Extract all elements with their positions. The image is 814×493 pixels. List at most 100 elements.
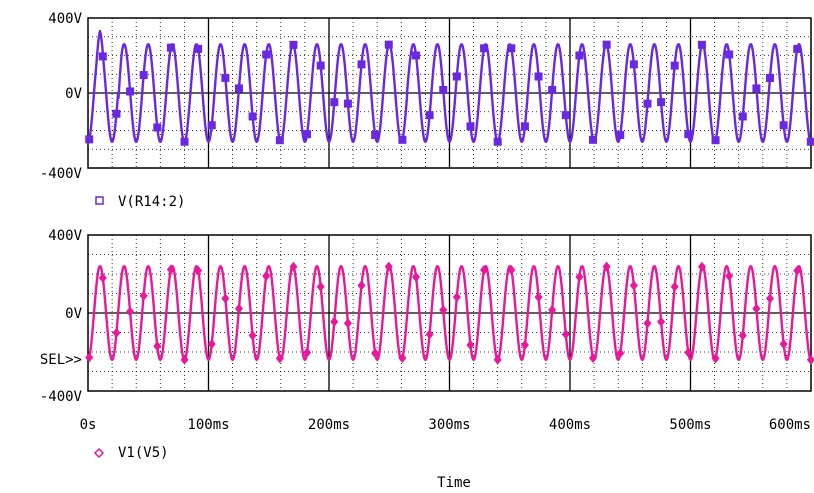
grid-top xyxy=(88,18,811,168)
series-marker xyxy=(738,330,747,341)
series-marker xyxy=(643,318,652,329)
series-marker xyxy=(126,87,135,96)
series-marker xyxy=(384,40,393,49)
series-marker xyxy=(316,281,325,292)
legend-label-top: V(R14:2) xyxy=(118,194,185,210)
y-tick-bottom-min: -400V xyxy=(40,389,83,405)
series-marker xyxy=(657,316,666,327)
series-marker xyxy=(602,261,611,272)
x-tick-label: 200ms xyxy=(308,417,350,433)
series-marker xyxy=(207,338,216,349)
series-marker xyxy=(98,272,107,283)
series-top xyxy=(85,29,814,146)
series-marker xyxy=(221,73,230,82)
series-marker xyxy=(85,135,94,144)
series-marker xyxy=(480,44,489,53)
x-tick-label: 0s xyxy=(80,417,97,433)
series-marker xyxy=(561,111,570,120)
series-marker xyxy=(711,353,720,364)
series-marker xyxy=(384,261,393,272)
legend-marker-square xyxy=(95,196,104,205)
series-marker xyxy=(520,122,529,131)
series-marker xyxy=(221,293,230,304)
series-marker xyxy=(112,109,121,118)
plot-top: 400V 0V -400V V(R14:2) xyxy=(40,11,814,210)
series-marker xyxy=(806,137,814,146)
plot-frame-bottom xyxy=(87,234,812,392)
series-bottom xyxy=(85,261,814,365)
series-marker xyxy=(520,340,529,351)
series-marker xyxy=(371,348,380,359)
series-marker xyxy=(548,305,557,316)
plot-frame-top xyxy=(87,17,812,169)
x-tick-label: 500ms xyxy=(669,417,711,433)
legend-marker-diamond xyxy=(93,447,105,459)
series-marker xyxy=(289,261,298,272)
series-marker xyxy=(561,329,570,340)
series-marker xyxy=(684,347,693,358)
series-marker xyxy=(806,354,814,365)
series-marker xyxy=(616,348,625,359)
series-marker xyxy=(166,43,175,52)
series-marker xyxy=(602,40,611,49)
series-marker xyxy=(289,40,298,49)
series-marker xyxy=(752,84,761,93)
series-marker xyxy=(534,292,543,303)
series-marker xyxy=(398,352,407,363)
plot-bottom: 400V 0V -400V SEL>> 0s 100ms 200ms 300ms 400… xyxy=(40,228,814,491)
series-marker xyxy=(112,327,121,338)
series-marker xyxy=(643,99,652,108)
series-marker xyxy=(166,264,175,275)
series-marker xyxy=(412,51,421,60)
series-line xyxy=(87,29,812,144)
series-marker xyxy=(303,130,312,139)
selector-marker[interactable]: SEL>> xyxy=(40,352,82,368)
series-marker xyxy=(766,293,775,304)
series-marker xyxy=(452,72,461,81)
series-marker xyxy=(316,61,325,70)
y-tick-bottom-max: 400V xyxy=(48,228,82,244)
series-marker xyxy=(412,271,421,282)
series-marker xyxy=(548,85,557,94)
series-marker xyxy=(629,60,638,69)
x-tick-label: 600ms xyxy=(769,417,811,433)
series-marker xyxy=(466,122,475,131)
grid-bottom xyxy=(88,235,811,391)
series-marker xyxy=(507,265,516,276)
series-marker xyxy=(153,341,162,352)
series-marker xyxy=(684,130,693,139)
series-marker xyxy=(629,280,638,291)
series-marker xyxy=(534,72,543,81)
series-marker xyxy=(657,98,666,107)
series-marker xyxy=(466,340,475,351)
series-marker xyxy=(725,50,734,59)
series-marker xyxy=(738,112,747,121)
series-marker xyxy=(180,354,189,365)
series-marker xyxy=(589,352,598,363)
series-marker xyxy=(303,347,312,358)
series-marker xyxy=(357,280,366,291)
x-axis-label: Time xyxy=(437,475,471,491)
series-marker xyxy=(752,303,761,314)
y-tick-top-min: -400V xyxy=(40,166,83,182)
series-marker xyxy=(493,137,502,146)
series-marker xyxy=(439,305,448,316)
series-marker xyxy=(766,73,775,82)
series-marker xyxy=(85,352,94,363)
series-marker xyxy=(670,61,679,70)
series-marker xyxy=(480,265,489,276)
series-marker xyxy=(126,306,135,317)
series-marker xyxy=(275,136,284,145)
series-marker xyxy=(616,130,625,139)
series-marker xyxy=(343,318,352,329)
series-marker xyxy=(507,44,516,53)
series-marker xyxy=(439,85,448,94)
series-marker xyxy=(207,121,216,130)
series-marker xyxy=(779,121,788,130)
x-tick-label: 400ms xyxy=(549,417,591,433)
x-tick-label: 300ms xyxy=(428,417,470,433)
x-tick-label: 100ms xyxy=(187,417,229,433)
series-marker xyxy=(793,265,802,276)
y-tick-top-max: 400V xyxy=(48,11,82,27)
